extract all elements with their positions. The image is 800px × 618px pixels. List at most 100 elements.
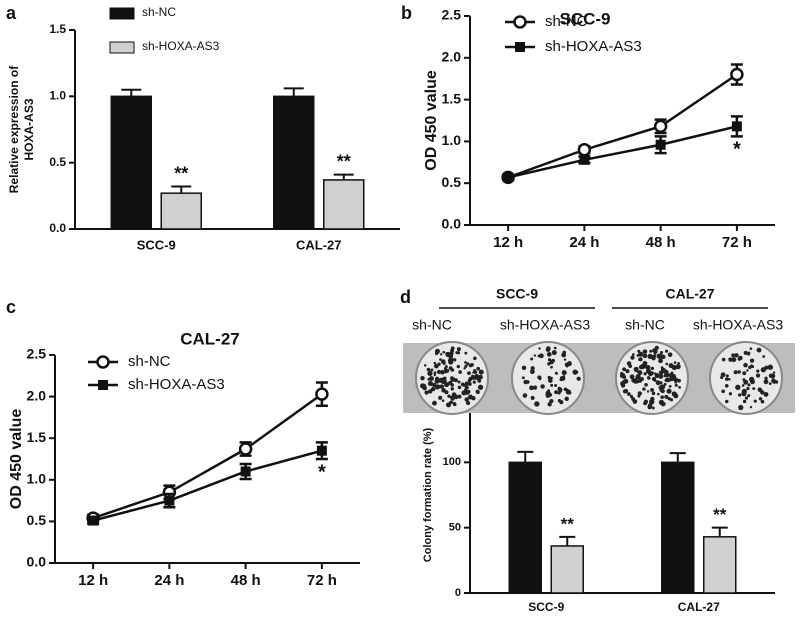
panel-letter: a	[6, 3, 17, 23]
bar	[160, 192, 202, 230]
y-tick-label: 1.5	[49, 22, 66, 36]
colony	[453, 395, 457, 399]
colony	[475, 377, 478, 380]
colony	[439, 384, 444, 389]
x-tick-label: 12 h	[493, 234, 523, 251]
colony	[472, 380, 476, 384]
y-tick-label: 2.0	[442, 49, 462, 65]
point-marker	[731, 121, 742, 132]
colony	[673, 377, 679, 383]
y-tick-label: 2.0	[27, 387, 47, 403]
point-marker	[513, 15, 527, 29]
colony	[468, 376, 473, 381]
colony	[530, 395, 535, 400]
colony	[668, 363, 674, 369]
colony	[453, 402, 457, 407]
colony	[538, 353, 544, 359]
colony	[770, 373, 776, 379]
colony	[647, 353, 653, 359]
colony	[743, 379, 749, 385]
series-line	[92, 449, 323, 522]
y-axis-label: Relative expression of	[7, 65, 21, 193]
colony	[721, 357, 726, 362]
culture-dish	[615, 341, 689, 415]
error-bar	[559, 535, 576, 546]
colony	[447, 359, 451, 362]
colony	[437, 362, 441, 366]
colony	[546, 352, 552, 357]
colony	[746, 386, 750, 391]
colony	[638, 351, 644, 357]
point-marker	[98, 380, 108, 390]
point-marker	[577, 143, 592, 157]
point-marker	[316, 445, 327, 456]
point-marker	[730, 67, 744, 82]
colony	[631, 378, 636, 383]
colony	[467, 371, 471, 375]
point-marker	[240, 466, 251, 477]
colony	[427, 380, 433, 387]
colony	[477, 384, 484, 390]
colony	[450, 383, 455, 387]
y-tick-label: 1.0	[27, 471, 47, 487]
colony	[651, 406, 655, 410]
colony	[467, 382, 472, 386]
point-marker	[503, 172, 514, 183]
colony	[637, 370, 643, 376]
colony	[647, 376, 651, 380]
colony	[724, 377, 729, 381]
x-tick-label: CAL-27	[678, 600, 720, 614]
colony	[441, 378, 447, 384]
colony	[666, 388, 672, 394]
y-tick-label: 0.0	[49, 221, 66, 235]
colony	[432, 400, 437, 406]
point-marker	[655, 139, 666, 150]
y-tick-label: 0	[455, 587, 461, 599]
bar	[550, 545, 584, 594]
significance: *	[318, 461, 326, 483]
colony	[441, 399, 445, 402]
colony	[743, 362, 748, 368]
colony	[449, 395, 454, 400]
colony	[749, 347, 753, 351]
colony	[444, 365, 448, 369]
colony	[650, 396, 655, 402]
colony	[651, 391, 656, 396]
colony	[476, 366, 481, 371]
colony	[744, 396, 749, 400]
colony	[654, 345, 659, 350]
colony	[547, 389, 551, 393]
colony	[642, 353, 648, 359]
colony	[663, 382, 667, 386]
colony	[446, 402, 452, 408]
significance: **	[337, 151, 351, 171]
colony	[768, 382, 772, 385]
y-tick-label: 0.5	[442, 174, 462, 190]
colony	[629, 374, 635, 380]
colony	[475, 375, 479, 378]
y-tick-label: 2.5	[442, 7, 462, 23]
colony	[753, 399, 757, 403]
colony	[632, 353, 635, 356]
colony	[568, 391, 572, 395]
colony	[747, 383, 751, 387]
legend-label: sh-HOXA-AS3	[142, 39, 220, 53]
legend-label: sh-HOXA-AS3	[545, 38, 642, 55]
y-tick-label: 0.5	[27, 512, 47, 528]
y-tick-label: 1.5	[442, 90, 462, 106]
chart-title: CAL-27	[180, 329, 240, 348]
colony	[462, 383, 466, 387]
colony	[426, 367, 431, 372]
colony	[749, 379, 756, 385]
colony	[764, 376, 768, 380]
x-tick-label: 24 h	[569, 234, 599, 251]
colony	[551, 350, 557, 356]
colony	[645, 364, 651, 370]
image-label: sh-HOXA-AS3	[500, 317, 590, 333]
colony	[433, 371, 437, 375]
colony	[427, 370, 433, 377]
colony	[756, 347, 762, 353]
bar	[110, 95, 152, 230]
colony	[644, 382, 648, 387]
colony	[550, 376, 553, 380]
